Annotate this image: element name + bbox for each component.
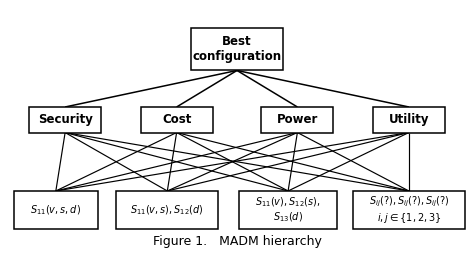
FancyBboxPatch shape [29,107,101,133]
FancyBboxPatch shape [141,107,213,133]
Text: Figure 1.   MADM hierarchy: Figure 1. MADM hierarchy [153,235,321,248]
Text: Utility: Utility [389,113,429,126]
Text: $S_{11}(v,s,d)$: $S_{11}(v,s,d)$ [30,203,82,217]
FancyBboxPatch shape [261,107,333,133]
FancyBboxPatch shape [353,191,465,229]
FancyBboxPatch shape [191,28,283,70]
Text: $S_{11}(v,s),S_{12}(d)$: $S_{11}(v,s),S_{12}(d)$ [130,203,204,217]
Text: Power: Power [277,113,318,126]
Text: Best
configuration: Best configuration [192,35,282,63]
Text: Security: Security [38,113,92,126]
FancyBboxPatch shape [239,191,337,229]
Text: $S_{ij}(?),S_{ij}(?),S_{ij}(?)$
$i,j\in \{1,2,3\}$: $S_{ij}(?),S_{ij}(?),S_{ij}(?)$ $i,j\in … [369,195,449,225]
FancyBboxPatch shape [14,191,98,229]
Text: $S_{11}(v),S_{12}(s),$
$S_{13}(d)$: $S_{11}(v),S_{12}(s),$ $S_{13}(d)$ [255,195,321,224]
FancyBboxPatch shape [116,191,219,229]
Text: Cost: Cost [162,113,191,126]
FancyBboxPatch shape [373,107,445,133]
